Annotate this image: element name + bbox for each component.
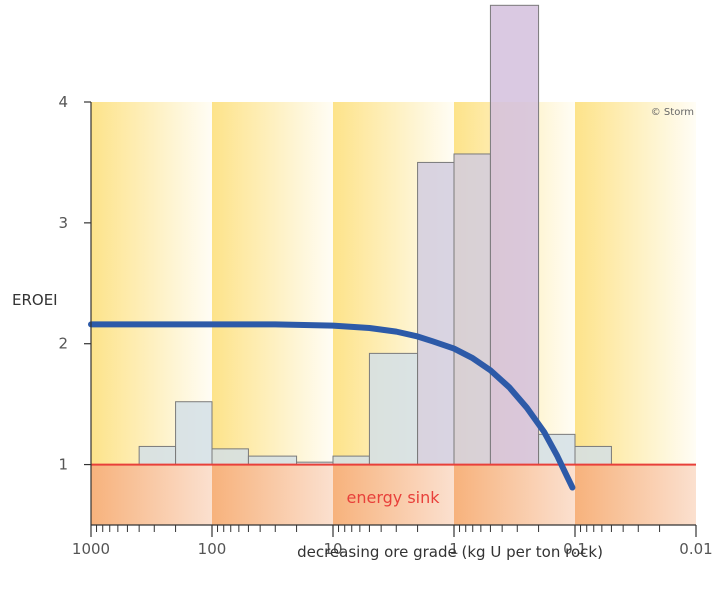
y-tick-label: 3 [58,214,68,232]
eroei-bar-12 [574,445,612,466]
eroei-bar-8 [417,161,455,466]
y-tick-label: 2 [58,335,68,353]
x-tick-label: 100 [198,540,227,558]
energy-sink-band [91,464,212,525]
eroei-curve [88,321,576,491]
x-tick-label: 1 [449,540,459,558]
x-tick-label: 0.1 [563,540,587,558]
y-tick-label: 4 [58,93,68,111]
eroei-bar-4 [247,455,298,466]
eroei-bar-10 [489,4,540,466]
energy-sink-band [575,464,696,525]
energy-sink-band [212,464,333,525]
eroei-bar-1 [138,445,177,466]
decade-band [212,102,333,465]
x-tick-label: 1000 [72,540,110,558]
y-axis-title: EROEI [12,291,58,309]
eroei-bar-9 [453,153,491,466]
energy-sink-band [333,464,454,525]
decade-band [575,102,696,465]
eroei-bar-6 [332,455,370,466]
energy-sink-band [454,464,575,525]
energy-sink-label: energy sink [346,488,440,507]
eroei-bar-3 [211,448,249,466]
copyright-note: © Storm [651,107,694,118]
eroei-bar-7 [368,352,419,466]
x-tick-label: 0.01 [679,540,712,558]
eroei-bar-2 [175,401,213,466]
x-axis-title: decreasing ore grade (kg U per ton rock) [297,543,603,561]
y-tick-label: 1 [58,456,68,474]
x-tick-label: 10 [323,540,342,558]
